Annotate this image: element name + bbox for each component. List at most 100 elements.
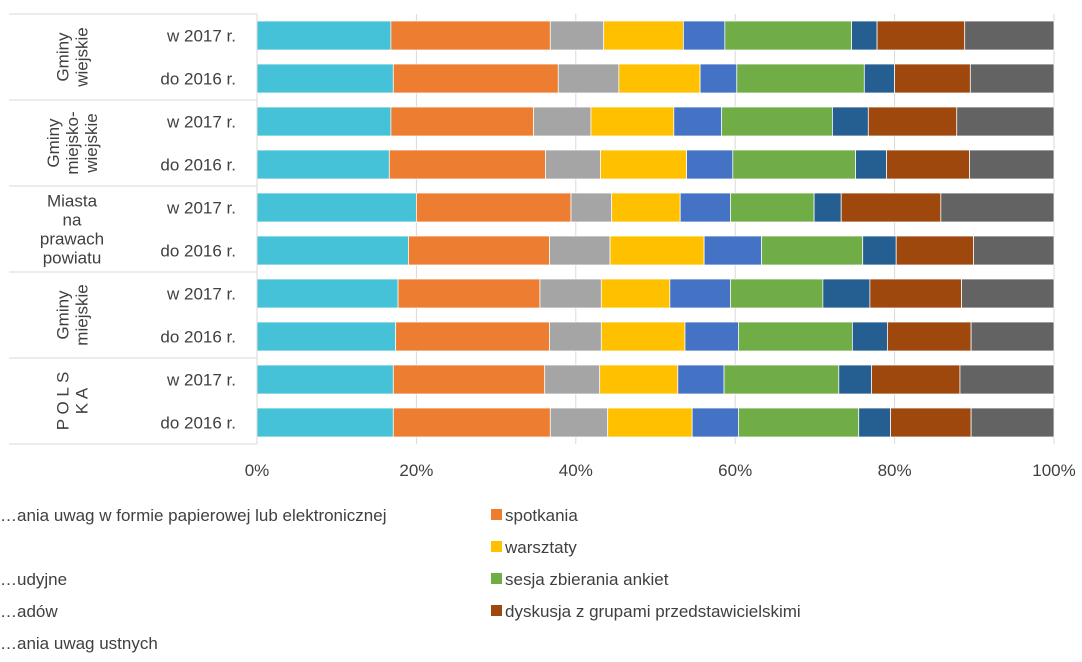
bar-segment-row3-series0 <box>256 149 390 180</box>
bar-segment-row1-series3 <box>618 63 701 94</box>
bar-segment-row7-series6 <box>851 321 888 352</box>
bar-segment-row7-series8 <box>970 321 1055 352</box>
group-label-line: prawach <box>40 230 104 249</box>
group-label-line: P O L S <box>54 372 73 431</box>
bar-segment-row3-series5 <box>732 149 856 180</box>
bar-segment-row8-series0 <box>256 364 394 395</box>
bar-segment-row8-series2 <box>544 364 601 395</box>
category-label: w 2017 r. <box>166 371 236 390</box>
bar-segment-row6-series0 <box>256 278 399 309</box>
x-tick-label: 80% <box>878 461 912 480</box>
group-label: Gminy wiejskie <box>54 27 92 88</box>
bar-segment-row4-series8 <box>940 192 1055 223</box>
bar-segment-row1-series6 <box>863 63 895 94</box>
bar-segment-row8-series3 <box>599 364 679 395</box>
group-label-line: Miasta <box>47 192 98 211</box>
bar-segment-row7-series4 <box>684 321 739 352</box>
bar-segment-row9-series1 <box>392 407 551 438</box>
group-label-line: miejskie <box>73 284 92 345</box>
bar-segment-row6-series6 <box>822 278 871 309</box>
bar-segment-row8-series1 <box>392 364 546 395</box>
bar-segment-row7-series0 <box>256 321 397 352</box>
bar-segment-row5-series6 <box>862 235 897 266</box>
group-label: Gminy miejsko-wiejskie <box>44 111 101 174</box>
group-label-line: K A <box>73 387 92 414</box>
bar-segment-row2-series2 <box>533 106 592 137</box>
bar-segment-row3-series6 <box>855 149 888 180</box>
bar-segment-row9-series2 <box>549 407 609 438</box>
bar-segment-row8-series4 <box>677 364 725 395</box>
bar-segment-row3-series2 <box>545 149 601 180</box>
bar-segment-row5-series3 <box>609 235 705 266</box>
bar-segment-row8-series8 <box>959 364 1055 395</box>
bar-segment-row4-series2 <box>570 192 613 223</box>
bar-segment-row0-series4 <box>683 20 726 51</box>
category-label: w 2017 r. <box>166 113 236 132</box>
bar-segment-row4-series1 <box>416 192 572 223</box>
bar-segment-row5-series5 <box>761 235 864 266</box>
bar-segment-row6-series5 <box>730 278 824 309</box>
bar-segment-row6-series1 <box>397 278 541 309</box>
bar-segment-row9-series3 <box>607 407 693 438</box>
bar-segment-row0-series3 <box>603 20 684 51</box>
bar-segment-row0-series0 <box>256 20 392 51</box>
bar-segment-row3-series1 <box>388 149 546 180</box>
category-label: do 2016 r. <box>160 414 236 433</box>
legend-entry-label: …adów <box>0 602 58 621</box>
bar-segment-row7-series7 <box>887 321 972 352</box>
bar-segment-row6-series2 <box>539 278 602 309</box>
bar-segment-row2-series8 <box>956 106 1055 137</box>
bar-segment-row0-series6 <box>851 20 878 51</box>
bar-segment-row7-series3 <box>600 321 686 352</box>
bar-segment-row4-series6 <box>813 192 842 223</box>
group-label-line: Gminy <box>54 290 73 340</box>
bar-segment-row9-series0 <box>256 407 394 438</box>
bar-segment-row7-series2 <box>549 321 602 352</box>
legend-swatch <box>491 573 502 584</box>
bar-segment-row0-series7 <box>876 20 966 51</box>
bar-segment-row2-series4 <box>673 106 723 137</box>
bar-segment-row1-series7 <box>894 63 971 94</box>
legend: …ania uwag w formie papierowej lub elekt… <box>0 506 801 653</box>
bar-segment-row6-series3 <box>600 278 671 309</box>
bar-segment-row5-series0 <box>256 235 409 266</box>
legend-entry-label: sesja zbierania ankiet <box>505 570 669 589</box>
bar-segment-row5-series4 <box>703 235 762 266</box>
x-tick-label: 60% <box>718 461 752 480</box>
category-label: w 2017 r. <box>166 285 236 304</box>
legend-entry-label: spotkania <box>505 506 578 525</box>
category-label: do 2016 r. <box>160 242 236 261</box>
bar-segment-row1-series1 <box>392 63 559 94</box>
bar-segment-row4-series7 <box>840 192 942 223</box>
category-label: w 2017 r. <box>166 27 236 46</box>
bar-segment-row3-series4 <box>686 149 734 180</box>
bar-segment-row1-series8 <box>969 63 1055 94</box>
bar-segment-row6-series4 <box>669 278 731 309</box>
x-tick-label: 100% <box>1032 461 1075 480</box>
bar-segment-row2-series3 <box>590 106 675 137</box>
bar-segment-row9-series8 <box>970 407 1055 438</box>
bar-segment-row4-series4 <box>679 192 731 223</box>
bar-segment-row8-series7 <box>871 364 961 395</box>
bar-segment-row5-series2 <box>549 235 611 266</box>
legend-entry-label: …udyjne <box>0 570 67 589</box>
legend-entry-label: …ania uwag w formie papierowej lub elekt… <box>0 506 386 525</box>
legend-swatch <box>491 509 502 520</box>
bar-segment-row7-series1 <box>395 321 550 352</box>
category-label: do 2016 r. <box>160 70 236 89</box>
bar-segment-row3-series8 <box>969 149 1055 180</box>
bar-segment-row9-series7 <box>890 407 972 438</box>
bar-segment-row1-series4 <box>699 63 738 94</box>
bar-segment-row2-series6 <box>832 106 869 137</box>
bar-segment-row3-series3 <box>600 149 687 180</box>
group-label-line: miejsko- <box>63 111 82 174</box>
x-axis-tick-labels: 0% 20% 40% 60% 80% 100% <box>245 461 1076 480</box>
bar-segment-row5-series1 <box>408 235 550 266</box>
group-label-line: Gminy <box>54 32 73 82</box>
group-label-line: wiejskie <box>73 27 92 88</box>
bar-segment-row9-series5 <box>738 407 860 438</box>
group-label-line: Gminy <box>44 118 63 168</box>
